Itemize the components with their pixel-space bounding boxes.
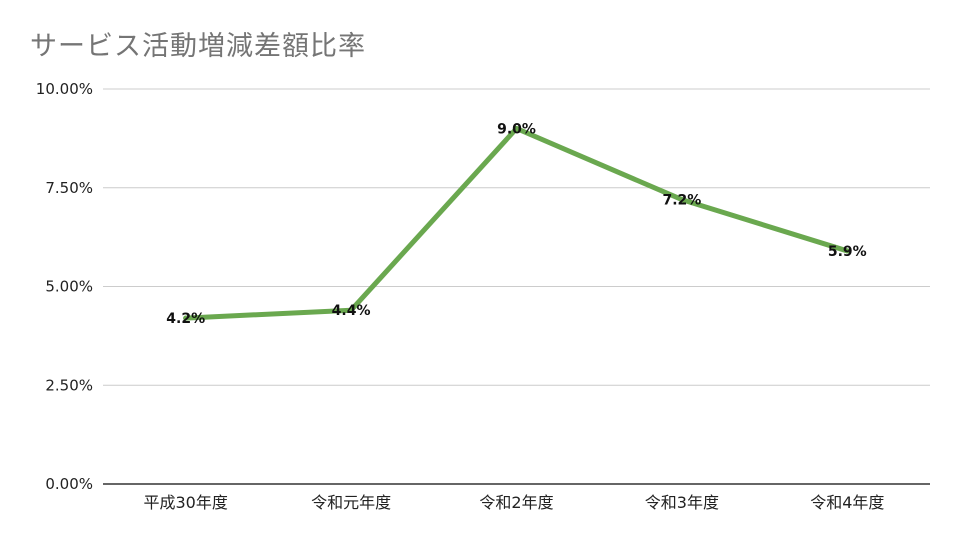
series-line	[183, 126, 850, 321]
data-point	[679, 197, 685, 203]
data-label: 7.2%	[662, 193, 701, 209]
y-tick-label: 0.00%	[45, 475, 93, 493]
x-tick-label: 令和3年度	[645, 493, 719, 512]
data-label: 4.2%	[166, 311, 205, 327]
data-point	[183, 315, 189, 321]
y-tick-label: 10.00%	[36, 80, 93, 98]
y-tick-label: 7.50%	[45, 179, 93, 197]
x-tick-label: 令和4年度	[810, 493, 884, 512]
data-label: 9.0%	[497, 122, 536, 138]
x-tick-label: 令和元年度	[311, 493, 391, 512]
data-label: 4.4%	[332, 303, 371, 319]
data-point	[844, 248, 850, 254]
y-tick-label: 2.50%	[45, 376, 93, 394]
data-point	[514, 126, 519, 131]
data-label: 5.9%	[828, 244, 867, 260]
x-tick-label: 令和2年度	[479, 493, 553, 512]
y-tick-label: 5.00%	[45, 278, 93, 296]
data-point	[348, 307, 354, 313]
chart-title: サービス活動増減差額比率	[30, 31, 366, 62]
x-tick-label: 平成30年度	[144, 493, 228, 512]
